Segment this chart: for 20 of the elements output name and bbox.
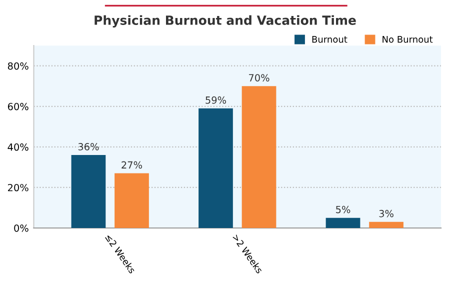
bar <box>326 218 360 228</box>
data-label: 27% <box>122 161 142 169</box>
y-tick-label: 60% <box>8 102 28 110</box>
y-tick-label: 20% <box>8 184 28 192</box>
data-label: 70% <box>249 74 270 82</box>
bar <box>71 155 106 228</box>
data-label: 59% <box>206 96 226 104</box>
legend-label: Burnout <box>312 36 348 43</box>
data-label: 36% <box>78 143 99 150</box>
y-tick-label: 0% <box>14 224 28 232</box>
legend-label: No Burnout <box>382 36 433 43</box>
y-tick-label: 40% <box>8 143 28 151</box>
bar <box>242 86 276 228</box>
y-tick-label: 80% <box>8 62 28 70</box>
chart-title: Physician Burnout and Vacation Time <box>94 15 356 28</box>
data-label: 3% <box>379 210 394 218</box>
data-label: 5% <box>336 206 350 214</box>
bar <box>369 222 404 228</box>
bar <box>114 173 149 228</box>
bar <box>198 108 233 228</box>
